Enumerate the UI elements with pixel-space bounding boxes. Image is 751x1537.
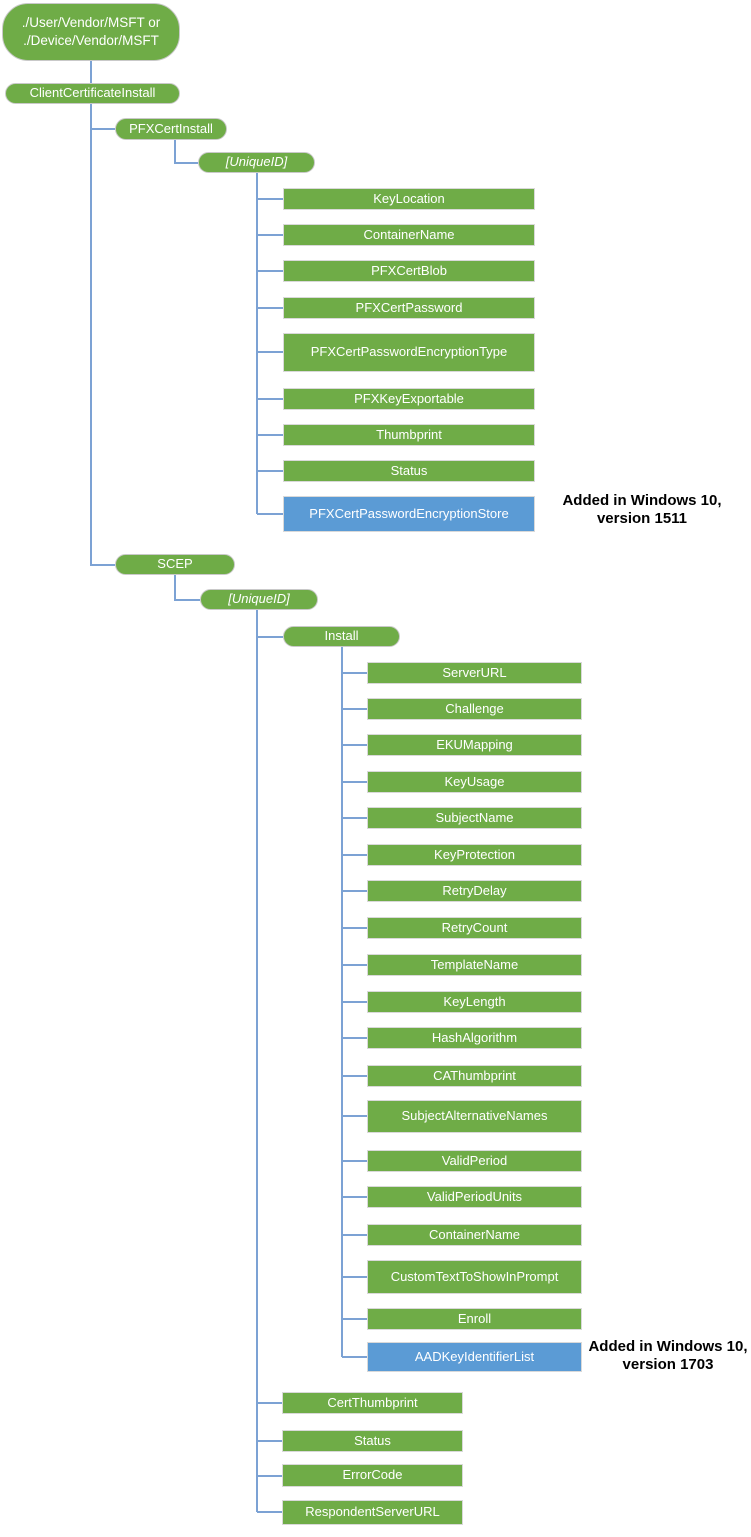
node-scep-uniqueid: [UniqueID]: [200, 589, 318, 610]
note-1511-line1: Added in Windows 10,: [562, 492, 722, 509]
node-status-scep: Status: [282, 1430, 463, 1452]
node-errorcode: ErrorCode: [282, 1464, 463, 1487]
node-enroll: Enroll: [367, 1308, 582, 1330]
node-install: Install: [283, 626, 400, 647]
node-pfxcertinstall: PFXCertInstall: [115, 118, 227, 140]
node-keyusage: KeyUsage: [367, 771, 582, 793]
node-containername-pfx: ContainerName: [283, 224, 535, 246]
node-root-line2: ./Device/Vendor/MSFT: [23, 33, 159, 48]
node-subjectalternativenames: SubjectAlternativeNames: [367, 1100, 582, 1133]
node-validperiod: ValidPeriod: [367, 1150, 582, 1172]
node-pfxcertblob: PFXCertBlob: [283, 260, 535, 282]
node-root-path: ./User/Vendor/MSFT or ./Device/Vendor/MS…: [2, 3, 180, 61]
note-added-windows10-1511: Added in Windows 10, version 1511: [542, 492, 742, 527]
node-pfxcertpasswordencryptionstore: PFXCertPasswordEncryptionStore: [283, 496, 535, 532]
node-pfxcertpasswordencryptiontype: PFXCertPasswordEncryptionType: [283, 333, 535, 372]
node-keyprotection: KeyProtection: [367, 844, 582, 866]
note-added-windows10-1703: Added in Windows 10, version 1703: [568, 1338, 751, 1373]
node-pfxcertpassword: PFXCertPassword: [283, 297, 535, 319]
node-clientcertificateinstall: ClientCertificateInstall: [5, 83, 180, 104]
node-respondentserverurl: RespondentServerURL: [282, 1500, 463, 1525]
node-hashalgorithm: HashAlgorithm: [367, 1027, 582, 1049]
node-pfxkeyexportable: PFXKeyExportable: [283, 388, 535, 410]
node-thumbprint: Thumbprint: [283, 424, 535, 446]
node-retrydelay: RetryDelay: [367, 880, 582, 902]
node-templatename: TemplateName: [367, 954, 582, 976]
node-aadkeyidentifierlist: AADKeyIdentifierList: [367, 1342, 582, 1372]
node-scep: SCEP: [115, 554, 235, 575]
node-subjectname: SubjectName: [367, 807, 582, 829]
node-ekumapping: EKUMapping: [367, 734, 582, 756]
node-root-line1: ./User/Vendor/MSFT or: [21, 14, 161, 30]
node-retrycount: RetryCount: [367, 917, 582, 939]
node-cathumbprint: CAThumbprint: [367, 1065, 582, 1087]
node-challenge: Challenge: [367, 698, 582, 720]
note-1703-line2: version 1703: [622, 1355, 714, 1373]
node-keylength: KeyLength: [367, 991, 582, 1013]
node-validperiodunits: ValidPeriodUnits: [367, 1186, 582, 1208]
note-1511-line2: version 1511: [596, 509, 688, 527]
node-keylocation: KeyLocation: [283, 188, 535, 210]
node-certthumbprint: CertThumbprint: [282, 1392, 463, 1414]
node-containername-scep: ContainerName: [367, 1224, 582, 1246]
node-pfx-uniqueid: [UniqueID]: [198, 152, 315, 173]
note-1703-line1: Added in Windows 10,: [588, 1338, 748, 1355]
node-status-pfx: Status: [283, 460, 535, 482]
node-customtexttoshowinprompt: CustomTextToShowInPrompt: [367, 1260, 582, 1294]
node-serverurl: ServerURL: [367, 662, 582, 684]
